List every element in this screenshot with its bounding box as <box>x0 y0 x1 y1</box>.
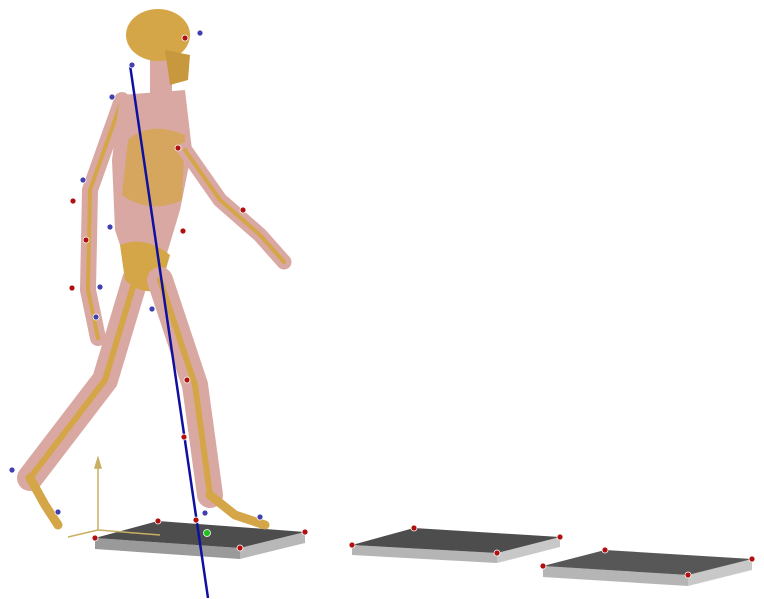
marker <box>106 223 114 231</box>
marker <box>96 283 104 291</box>
marker <box>108 93 116 101</box>
plate-side <box>240 532 305 559</box>
marker <box>196 29 204 37</box>
marker <box>68 284 76 292</box>
marker <box>203 529 211 537</box>
plate-corner <box>601 546 609 554</box>
marker <box>192 516 200 524</box>
axis-z <box>67 529 99 538</box>
marker <box>8 466 16 474</box>
ribcage <box>122 128 185 207</box>
foot <box>25 473 63 530</box>
bone <box>157 277 213 498</box>
marker <box>201 509 209 517</box>
arrow-head <box>93 455 103 469</box>
marker <box>181 34 189 42</box>
marker <box>256 513 264 521</box>
plate-side <box>497 537 560 563</box>
plate-corner <box>539 562 547 570</box>
plate-side <box>352 545 497 563</box>
plate-top <box>95 521 305 548</box>
skull <box>126 9 190 61</box>
plate-corner <box>410 524 418 532</box>
vertical-axis-line <box>128 64 210 599</box>
plate-corner <box>154 517 162 525</box>
marker <box>54 508 62 516</box>
markers <box>8 29 756 579</box>
marker <box>82 236 90 244</box>
front-arm <box>177 142 292 270</box>
plate-corner <box>493 549 501 557</box>
marker <box>179 227 187 235</box>
bone <box>27 277 138 481</box>
bone <box>183 148 286 264</box>
plate-corner <box>236 544 244 552</box>
marker <box>239 206 247 214</box>
plate-corner <box>556 533 564 541</box>
marker <box>69 197 77 205</box>
marker <box>174 144 182 152</box>
neck <box>150 60 172 100</box>
plate-corner <box>748 555 756 563</box>
plate-top <box>352 528 560 553</box>
marker <box>79 176 87 184</box>
back-leg <box>17 267 148 530</box>
axis-x <box>97 529 161 536</box>
plate-top <box>543 550 752 575</box>
marker <box>92 313 100 321</box>
marker <box>183 376 191 384</box>
plate-corner <box>348 541 356 549</box>
plate-side <box>95 538 240 559</box>
plate-side <box>543 566 688 586</box>
marker <box>180 433 188 441</box>
plate-corner <box>684 571 692 579</box>
jaw <box>165 50 190 85</box>
marker <box>128 61 136 69</box>
axes <box>67 455 161 538</box>
plate-corner <box>91 534 99 542</box>
plate-side <box>688 559 752 586</box>
force-plates <box>95 521 752 586</box>
foot <box>205 490 270 530</box>
plate-corner <box>301 528 309 536</box>
marker <box>148 305 156 313</box>
front-leg <box>147 267 270 530</box>
